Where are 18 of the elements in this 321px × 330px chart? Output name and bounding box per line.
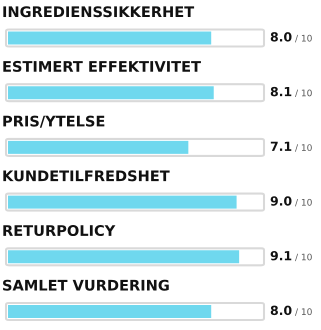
y-tick-label: RETURPOLICY bbox=[3, 225, 116, 236]
text: / 10 bbox=[295, 89, 312, 98]
y-tick-label: SAMLET VURDERING bbox=[3, 280, 169, 291]
data-label: 9.1 bbox=[270, 250, 292, 260]
y-tick-label: INGREDIENSSIKKERHET bbox=[3, 6, 194, 18]
data-label: 8.0 bbox=[270, 32, 292, 42]
text: / 10 bbox=[295, 144, 312, 152]
text: / 10 bbox=[295, 34, 312, 42]
data-label: 7.1 bbox=[270, 142, 292, 151]
text: / 10 bbox=[295, 198, 312, 206]
text: / 10 bbox=[295, 308, 312, 316]
y-tick-label: PRIS/YTELSE bbox=[3, 116, 104, 128]
data-label: 8.0 bbox=[270, 306, 292, 316]
data-label: 8.1 bbox=[270, 86, 292, 96]
y-tick-label: ESTIMERT EFFEKTIVITET bbox=[3, 60, 201, 72]
y-tick-label: KUNDETILFREDSHET bbox=[3, 170, 170, 182]
text: / 10 bbox=[295, 254, 312, 262]
data-label: 9.0 bbox=[270, 196, 292, 206]
